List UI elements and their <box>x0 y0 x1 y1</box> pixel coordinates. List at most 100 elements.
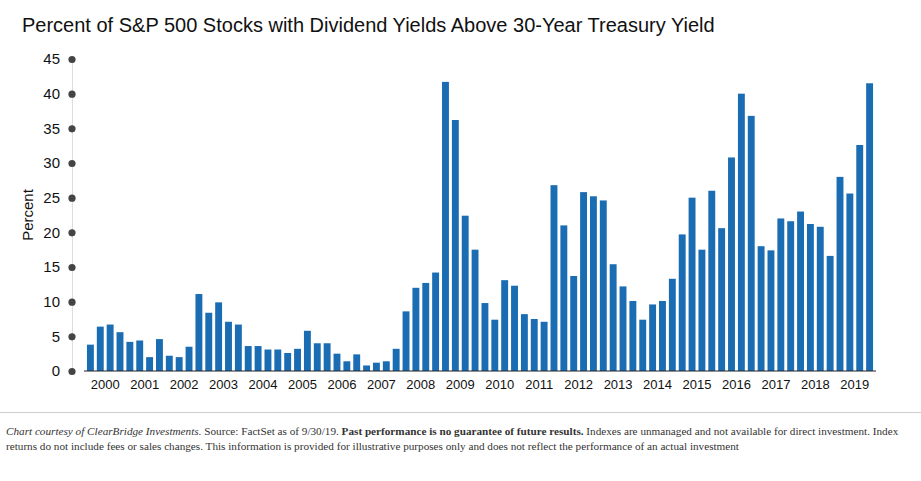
bar <box>570 276 577 371</box>
bar <box>373 363 380 371</box>
bar <box>195 294 202 371</box>
bars <box>87 82 873 371</box>
y-tick-label: 25 <box>43 189 60 206</box>
bar <box>334 354 341 371</box>
bar <box>600 200 607 371</box>
title: Percent of S&P 500 Stocks with Dividend … <box>22 14 715 36</box>
x-tick-label: 2018 <box>801 377 830 392</box>
x-tick-label: 2009 <box>446 377 475 392</box>
x-tick-label: 2014 <box>643 377 672 392</box>
bar <box>146 357 153 371</box>
x-tick-label: 2005 <box>288 377 317 392</box>
bar <box>472 250 479 371</box>
bar <box>541 322 548 371</box>
y-tick: 10 <box>43 293 75 310</box>
y-axis-title: Percent <box>19 188 36 241</box>
bar <box>610 264 617 371</box>
y-tick: 30 <box>43 154 75 171</box>
x-axis: 2000200120022003200420052006200720082009… <box>84 371 876 392</box>
bar <box>777 218 784 371</box>
bar <box>807 224 814 371</box>
bar <box>590 196 597 371</box>
bar <box>107 325 114 371</box>
bar <box>117 332 124 371</box>
footer-credit: Chart courtesy of ClearBridge Investment… <box>6 425 201 437</box>
bar <box>560 225 567 371</box>
x-tick-label: 2008 <box>406 377 435 392</box>
bar <box>817 227 824 371</box>
bar <box>669 279 676 371</box>
x-tick: 2017 <box>761 377 790 392</box>
bar <box>649 304 656 371</box>
bar <box>166 356 173 371</box>
bar <box>205 313 212 371</box>
x-tick: 2009 <box>446 377 475 392</box>
x-tick-label: 2016 <box>722 377 751 392</box>
bar <box>403 311 410 371</box>
x-tick: 2013 <box>604 377 633 392</box>
x-axis-line <box>84 371 876 372</box>
y-tick-label: 10 <box>43 293 60 310</box>
x-tick: 2005 <box>288 377 317 392</box>
bar <box>156 339 163 371</box>
y-tick-label: 20 <box>43 224 60 241</box>
bar <box>314 343 321 371</box>
x-tick-label: 2006 <box>327 377 356 392</box>
bar <box>353 354 360 371</box>
bar <box>728 157 735 371</box>
y-tick: 20 <box>43 224 75 241</box>
bar <box>442 82 449 371</box>
bar <box>136 340 143 371</box>
x-tick-label: 2001 <box>130 377 159 392</box>
bar <box>462 216 469 371</box>
bar <box>758 246 765 371</box>
y-tick-dot <box>68 195 75 202</box>
bar <box>846 194 853 371</box>
bar <box>718 228 725 371</box>
bar <box>708 191 715 371</box>
x-tick: 2008 <box>406 377 435 392</box>
bar <box>629 301 636 371</box>
y-tick-dot <box>68 264 75 271</box>
y-tick-dot <box>68 229 75 236</box>
x-tick-label: 2003 <box>209 377 238 392</box>
x-tick: 2006 <box>327 377 356 392</box>
x-tick-label: 2010 <box>485 377 514 392</box>
bar <box>225 322 232 371</box>
bar <box>245 346 252 371</box>
x-tick-label: 2017 <box>761 377 790 392</box>
bar <box>126 342 133 371</box>
footer-source: Source: FactSet as of 9/30/19. <box>204 425 339 437</box>
x-tick-label: 2012 <box>564 377 593 392</box>
bar <box>580 192 587 371</box>
y-tick-dot <box>68 333 75 340</box>
bar <box>679 234 686 371</box>
y-tick-label: 35 <box>43 120 60 137</box>
bar <box>620 286 627 371</box>
bar <box>186 347 193 371</box>
x-tick: 2015 <box>683 377 712 392</box>
chart: Percent of S&P 500 Stocks with Dividend … <box>0 0 921 410</box>
bar <box>738 94 745 371</box>
x-tick: 2002 <box>170 377 199 392</box>
y-tick-dot <box>68 160 75 167</box>
bar <box>274 350 281 371</box>
x-tick: 2012 <box>564 377 593 392</box>
x-tick: 2004 <box>249 377 278 392</box>
y-tick-dot <box>68 125 75 132</box>
bar <box>837 177 844 371</box>
x-tick: 2003 <box>209 377 238 392</box>
bar <box>97 327 104 371</box>
bar <box>768 250 775 371</box>
x-tick: 2019 <box>840 377 869 392</box>
y-tick: 25 <box>43 189 75 206</box>
y-tick-label: 15 <box>43 258 60 275</box>
x-tick-label: 2004 <box>249 377 278 392</box>
y-tick: 5 <box>52 328 76 345</box>
x-tick-label: 2013 <box>604 377 633 392</box>
bar <box>639 320 646 371</box>
bar <box>551 185 558 371</box>
y-tick-label: 5 <box>52 328 60 345</box>
bar <box>304 331 311 371</box>
separator <box>0 412 921 413</box>
